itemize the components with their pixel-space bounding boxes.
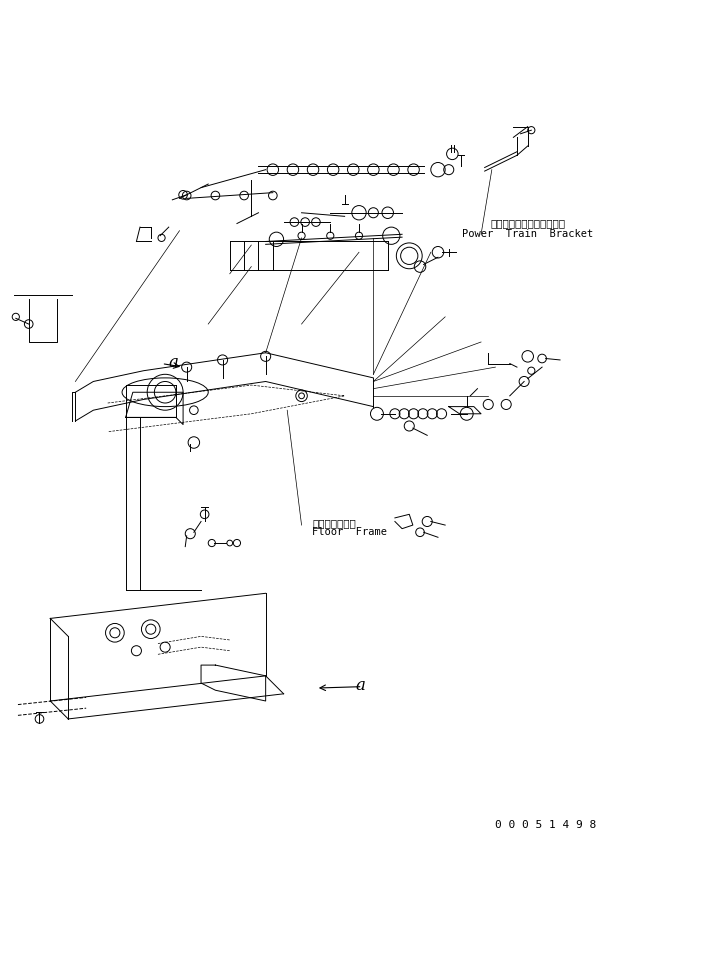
Text: a: a	[169, 354, 179, 371]
Text: フロアフレーム: フロアフレーム	[312, 518, 356, 528]
Text: パワートレインブラケット: パワートレインブラケット	[490, 219, 565, 228]
Text: Power  Train  Bracket: Power Train Bracket	[462, 229, 593, 239]
Text: Floor  Frame: Floor Frame	[312, 527, 387, 537]
Text: 0 0 0 5 1 4 9 8: 0 0 0 5 1 4 9 8	[495, 820, 597, 830]
Text: a: a	[355, 678, 365, 694]
